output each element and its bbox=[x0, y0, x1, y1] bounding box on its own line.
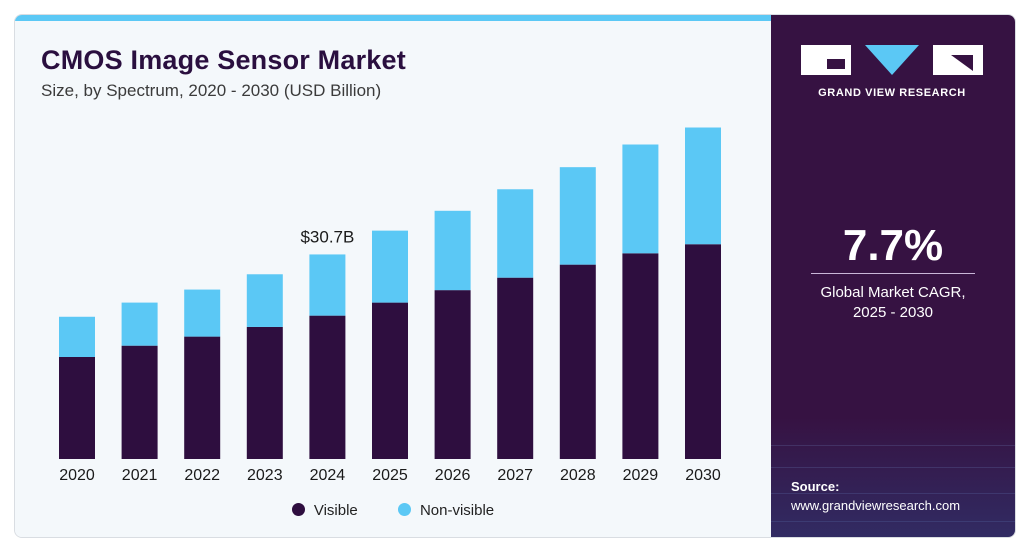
cagr-divider bbox=[811, 273, 975, 274]
bar-non-visible-2026 bbox=[434, 210, 471, 291]
bar-visible-2029 bbox=[622, 253, 659, 459]
bar-non-visible-2024 bbox=[309, 254, 346, 316]
source-label: Source: bbox=[791, 479, 840, 494]
chart-title: CMOS Image Sensor Market bbox=[41, 45, 406, 75]
bar-non-visible-2025 bbox=[372, 230, 408, 303]
decor-line bbox=[771, 521, 1015, 522]
cagr-label: Global Market CAGR, 2025 - 2030 bbox=[771, 283, 1015, 323]
decor-line bbox=[771, 467, 1015, 468]
x-tick-label: 2021 bbox=[122, 467, 158, 484]
legend-swatch-non-visible bbox=[397, 502, 411, 516]
bar-visible-2020 bbox=[59, 357, 95, 459]
legend-label-non-visible: Non-visible bbox=[419, 501, 495, 519]
bar-non-visible-2029 bbox=[622, 144, 659, 254]
bar-visible-2024 bbox=[309, 315, 346, 459]
x-tick-label: 2029 bbox=[623, 467, 659, 484]
legend-item-visible: Visible bbox=[291, 501, 358, 519]
x-tick-label: 2030 bbox=[685, 467, 721, 484]
logo-mark-icon bbox=[801, 45, 983, 75]
cagr-label-line2: 2025 - 2030 bbox=[852, 304, 934, 321]
bar-visible-2027 bbox=[497, 277, 534, 459]
legend-swatch-visible bbox=[291, 502, 305, 516]
source-link[interactable]: www.grandviewresearch.com bbox=[791, 498, 961, 513]
bar-visible-2025 bbox=[372, 302, 408, 459]
x-tick-label: 2023 bbox=[247, 467, 283, 484]
chart-legend: Visible Non-visible bbox=[15, 501, 771, 519]
x-tick-label: 2025 bbox=[372, 467, 408, 484]
x-tick-label: 2028 bbox=[560, 467, 596, 484]
bar-chart: 2020 2021 2022 2023 2024 2025 2026 2027 2028 2029… bbox=[59, 127, 721, 484]
brand-name: GRAND VIEW RESEARCH bbox=[818, 87, 966, 99]
summary-panel: GRAND VIEW RESEARCH 7.7% Global Market C… bbox=[771, 15, 1015, 537]
chart-panel: CMOS Image Sensor Market Size, by Spectr… bbox=[15, 21, 771, 537]
x-tick-label: 2024 bbox=[310, 467, 346, 484]
x-tick-label: 2020 bbox=[59, 467, 95, 484]
accent-bar bbox=[15, 15, 771, 21]
bar-non-visible-2028 bbox=[559, 167, 596, 265]
bar-visible-2030 bbox=[685, 244, 721, 459]
chart-subtitle: Size, by Spectrum, 2020 - 2030 (USD Bill… bbox=[41, 81, 382, 100]
bar-visible-2021 bbox=[121, 345, 158, 459]
bar-non-visible-2030 bbox=[685, 127, 721, 245]
bar-non-visible-2027 bbox=[497, 189, 534, 278]
panel-glow bbox=[771, 417, 1015, 537]
cagr-label-line1: Global Market CAGR, bbox=[820, 284, 966, 301]
bar-non-visible-2023 bbox=[246, 274, 283, 327]
decor-line bbox=[771, 445, 1015, 446]
legend-item-non-visible: Non-visible bbox=[397, 501, 495, 519]
bar-visible-2026 bbox=[434, 290, 471, 459]
chart-card: CMOS Image Sensor Market Size, by Spectr… bbox=[14, 14, 1016, 538]
x-tick-label: 2022 bbox=[184, 467, 220, 484]
cagr-value: 7.7% bbox=[842, 221, 944, 270]
bar-visible-2028 bbox=[559, 264, 596, 459]
bar-non-visible-2022 bbox=[184, 289, 221, 337]
decor-line bbox=[771, 493, 1015, 494]
x-tick-label: 2026 bbox=[435, 467, 471, 484]
bar-visible-2022 bbox=[184, 336, 221, 459]
x-tick-label: 2027 bbox=[497, 467, 533, 484]
data-label-2024: $30.7B bbox=[300, 227, 354, 246]
bar-non-visible-2021 bbox=[121, 302, 158, 346]
grand-view-research-logo: GRAND VIEW RESEARCH bbox=[801, 43, 983, 99]
bar-visible-2023 bbox=[246, 326, 283, 459]
legend-label-visible: Visible bbox=[313, 501, 358, 519]
bar-non-visible-2020 bbox=[59, 316, 95, 357]
